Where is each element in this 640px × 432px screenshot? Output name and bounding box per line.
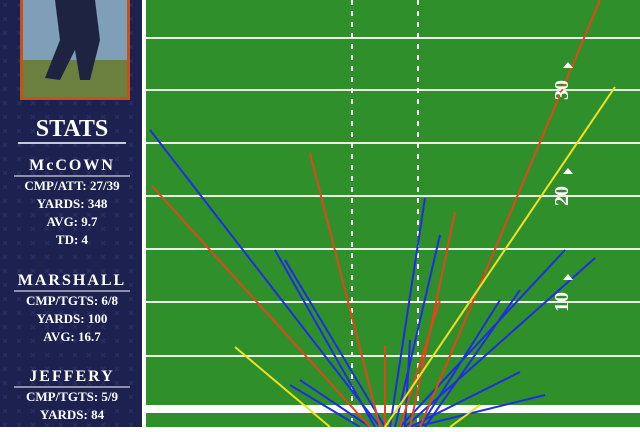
- stats-title: STATS: [36, 116, 108, 142]
- yard-lines: [146, 37, 640, 357]
- player-name: McCOWN: [29, 157, 115, 174]
- photo-player: [45, 0, 100, 80]
- pass-lines: [149, 0, 616, 428]
- photo-ground: [23, 60, 127, 97]
- stat-line: YARDS: 348: [37, 196, 108, 211]
- stat-line: TD: 4: [56, 232, 89, 247]
- stat-line: AVG: 9.7: [46, 214, 98, 229]
- field-edge: [142, 0, 146, 427]
- stat-line: CMP/TGTS: 5/9: [26, 389, 119, 404]
- stat-line: YARDS: 100: [37, 311, 108, 326]
- stats: STATS McCOWN CMP/ATT: 27/39 YARDS: 348 AVG: …: [14, 116, 130, 422]
- stat-line: CMP/ATT: 27/39: [24, 178, 120, 193]
- field: [146, 0, 640, 427]
- yard-arrow: [563, 274, 573, 280]
- player-name: MARSHALL: [18, 272, 126, 289]
- yard-number: 20: [551, 186, 573, 206]
- stat-line: AVG: 16.7: [43, 329, 101, 344]
- stat-line: YARDS: 84: [40, 407, 105, 422]
- stat-line: CMP/TGTS: 6/8: [26, 293, 119, 308]
- yard-arrow: [563, 62, 573, 68]
- yard-numbers: 10 20 30: [551, 62, 573, 312]
- player-name: JEFFERY: [29, 368, 114, 385]
- hash-marks: [351, 0, 419, 427]
- yard-arrow: [563, 168, 573, 174]
- yard-number: 30: [551, 80, 573, 100]
- yard-number: 10: [551, 292, 573, 312]
